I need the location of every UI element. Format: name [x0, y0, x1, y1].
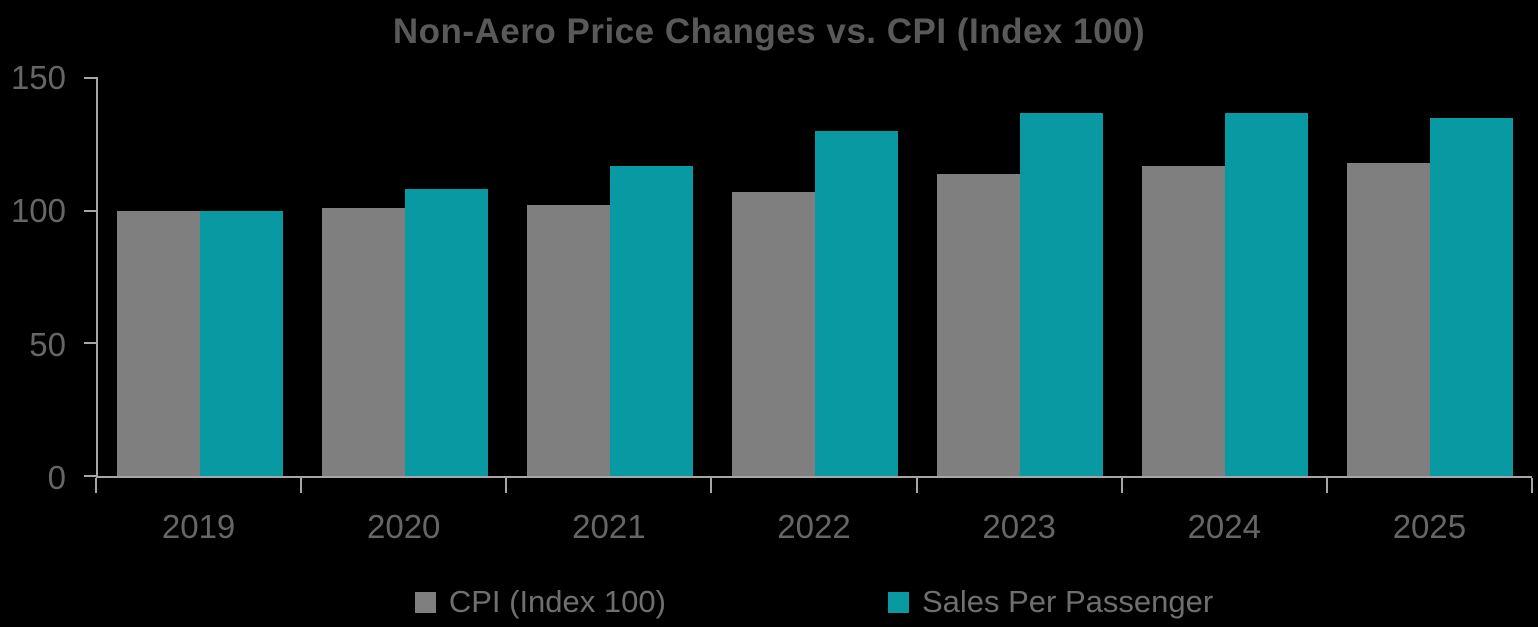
bar-cpi-index-100: [527, 205, 611, 476]
legend-item: Sales Per Passenger: [887, 584, 1214, 620]
x-ticks: [95, 478, 1533, 493]
y-axis-tick-mark: [84, 209, 98, 212]
x-axis-tick-label: 2025: [1392, 508, 1467, 545]
chart-title: Non-Aero Price Changes vs. CPI (Index 10…: [392, 12, 1146, 51]
category-group: [1122, 78, 1327, 476]
x-axis-tick-mark: [505, 478, 508, 493]
x-axis-tick-label: 2019: [161, 508, 236, 545]
y-axis-tick-label: 0: [47, 459, 66, 496]
bar-pair: [527, 78, 694, 476]
bar-cpi-index-100: [732, 192, 815, 476]
y-axis-tick-mark: [84, 342, 98, 345]
legend-label: Sales Per Passenger: [921, 584, 1214, 619]
x-axis-tick-label: 2023: [982, 508, 1056, 545]
bar-pair: [732, 78, 898, 476]
category-group: [303, 78, 508, 476]
legend: CPI (Index 100) Sales Per Passenger: [96, 583, 1532, 621]
bar-cpi-index-100: [1346, 162, 1430, 476]
bar-pair: [1141, 78, 1308, 476]
bar-pair: [936, 78, 1103, 476]
bar-sales-per-passenger: [610, 165, 694, 476]
bar-cpi-index-100: [1141, 165, 1225, 476]
x-axis-tick-mark: [1325, 478, 1328, 493]
bar-sales-per-passenger: [1429, 117, 1513, 476]
bar-cpi-index-100: [322, 208, 406, 476]
y-axis-labels: 0 50 100 150: [0, 59, 80, 496]
category-group: [1327, 78, 1532, 476]
category-group: [713, 78, 918, 476]
bar-sales-per-passenger: [1224, 112, 1308, 476]
category-group: [98, 78, 303, 476]
y-axis-tick-mark: [84, 77, 98, 79]
bar-sales-per-passenger: [405, 189, 489, 476]
bar-pair: [117, 78, 284, 476]
bar-sales-per-passenger: [815, 131, 898, 476]
x-axis-tick-label: 2022: [777, 508, 851, 545]
x-axis-tick-label: 2020: [367, 508, 441, 545]
category-group: [917, 78, 1122, 476]
legend-item: CPI (Index 100): [414, 584, 666, 620]
x-axis-tick-mark: [710, 478, 713, 493]
x-axis-tick-mark: [915, 478, 918, 493]
y-axis-tick-mark: [84, 475, 98, 477]
y-axis-tick-label: 150: [10, 59, 66, 96]
y-axis-tick-label: 50: [29, 325, 66, 363]
bar-pair: [1346, 78, 1513, 476]
bar-pair: [322, 78, 489, 476]
x-axis-tick-mark: [95, 478, 97, 493]
plot-area: [84, 77, 1532, 478]
bar-cpi-index-100: [936, 173, 1020, 476]
x-axis-tick-label: 2024: [1187, 508, 1261, 545]
bar-sales-per-passenger: [200, 210, 284, 476]
bar-sales-per-passenger: [1019, 112, 1103, 476]
y-axis-tick-label: 100: [10, 192, 66, 230]
x-axis-tick-label: 2021: [572, 508, 646, 545]
legend-marker: [414, 591, 436, 613]
x-axis-tick-mark: [300, 478, 303, 493]
legend-label: CPI (Index 100): [448, 584, 666, 619]
x-axis-labels: 2019 2020 2021 2022 2023 2024 2025: [96, 508, 1532, 546]
category-group: [508, 78, 713, 476]
bars-area: [98, 78, 1532, 476]
x-axis-tick-mark: [1531, 478, 1533, 493]
x-axis-tick-mark: [1120, 478, 1123, 493]
bar-cpi-index-100: [117, 210, 201, 476]
legend-marker: [887, 591, 909, 613]
